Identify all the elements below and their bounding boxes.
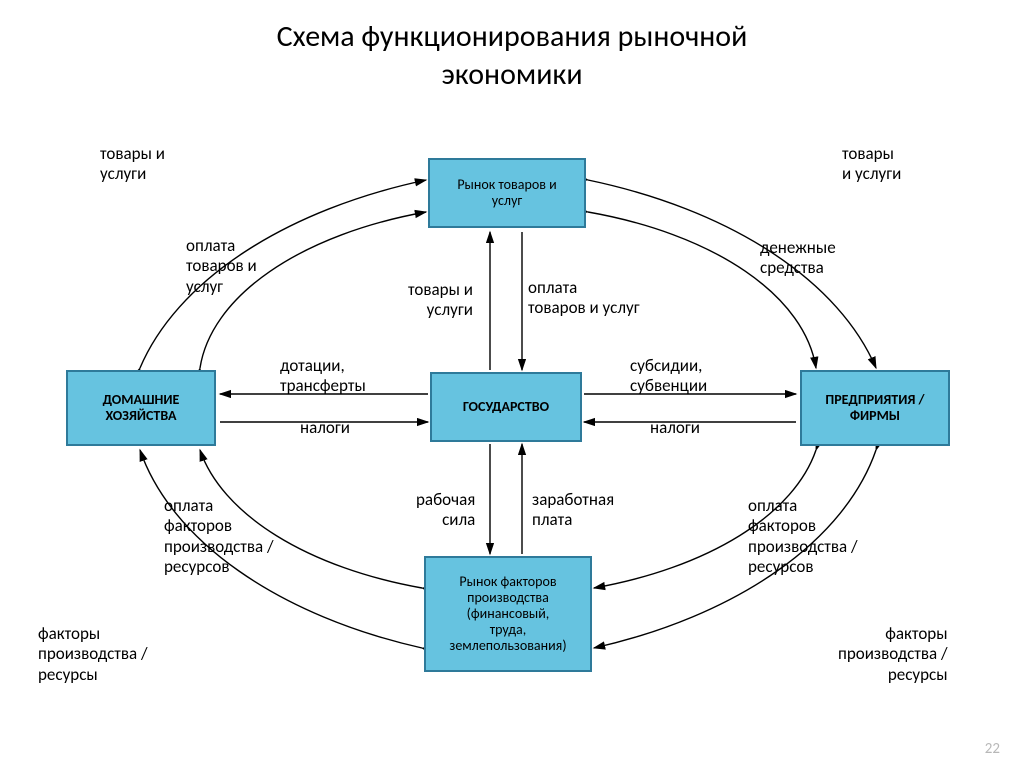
label-tl-outer: товары иуслуги <box>100 144 165 185</box>
label-br-inner: оплатафакторовпроизводства /ресурсов <box>748 496 858 578</box>
label-bl-inner: оплатафакторовпроизводства /ресурсов <box>164 496 274 578</box>
label-tr-outer: товарыи услуги <box>842 144 901 185</box>
node-government: ГОСУДАРСТВО <box>430 372 582 442</box>
label-cb-right: заработнаяплата <box>532 490 614 531</box>
label-mid-right-d: налоги <box>650 418 700 438</box>
label-mid-left-u: дотации,трансферты <box>280 356 366 397</box>
label-ct-left: товары иуслуги <box>408 280 473 321</box>
label-mid-left-d: налоги <box>300 418 350 438</box>
node-factors-market: Рынок факторовпроизводства(финансовый,тр… <box>424 556 592 672</box>
node-firms: ПРЕДПРИЯТИЯ /ФИРМЫ <box>800 370 950 446</box>
node-goods-market: Рынок товаров иуслуг <box>428 158 586 228</box>
label-tl-inner: оплататоваров иуслуг <box>186 236 257 297</box>
label-br-outer: факторыпроизводства /ресурсы <box>838 624 948 685</box>
label-cb-left: рабочаясила <box>416 490 475 531</box>
slide-number: 22 <box>985 740 1000 758</box>
label-bl-outer: факторыпроизводства /ресурсы <box>38 624 148 685</box>
node-households: ДОМАШНИЕХОЗЯЙСТВА <box>66 370 216 446</box>
diagram-title: Схема функционирования рыночнойэкономики <box>0 18 1024 93</box>
label-mid-right-u: субсидии,субвенции <box>630 356 707 397</box>
label-ct-right: оплататоваров и услуг <box>528 278 640 319</box>
label-tr-inner: денежныесредства <box>760 238 836 279</box>
